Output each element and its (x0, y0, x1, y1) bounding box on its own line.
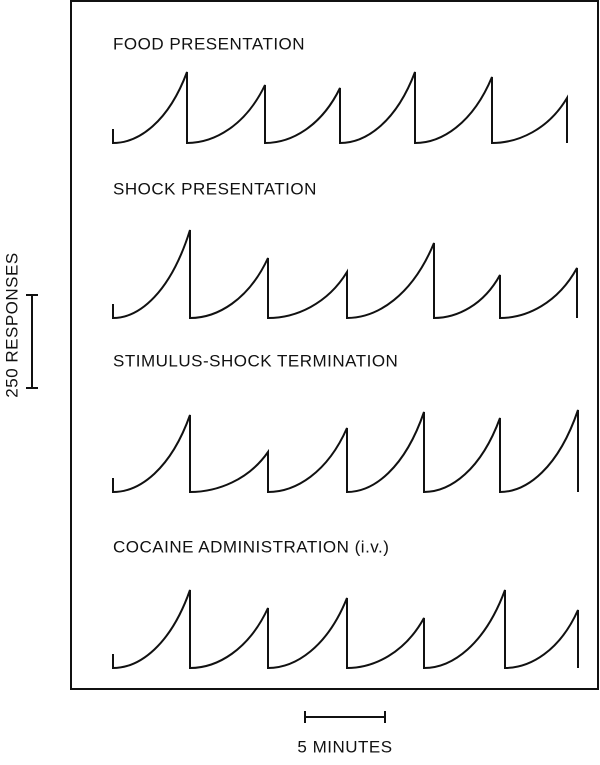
y-scale-label: 250 RESPONSES (2, 252, 21, 397)
cumulative-record (112, 409, 579, 494)
panel-label: STIMULUS-SHOCK TERMINATION (113, 351, 398, 370)
panel-label: FOOD PRESENTATION (113, 34, 305, 53)
x-scale-label: 5 MINUTES (297, 737, 392, 756)
frame (70, 0, 599, 690)
cumulative-record (112, 589, 579, 670)
cumulative-record (112, 229, 578, 320)
panel-label: SHOCK PRESENTATION (113, 179, 317, 198)
cumulative-record (112, 71, 568, 145)
y-scale-bar (26, 294, 38, 389)
x-scale-bar (304, 711, 386, 723)
panel-label: COCAINE ADMINISTRATION (i.v.) (113, 537, 389, 556)
